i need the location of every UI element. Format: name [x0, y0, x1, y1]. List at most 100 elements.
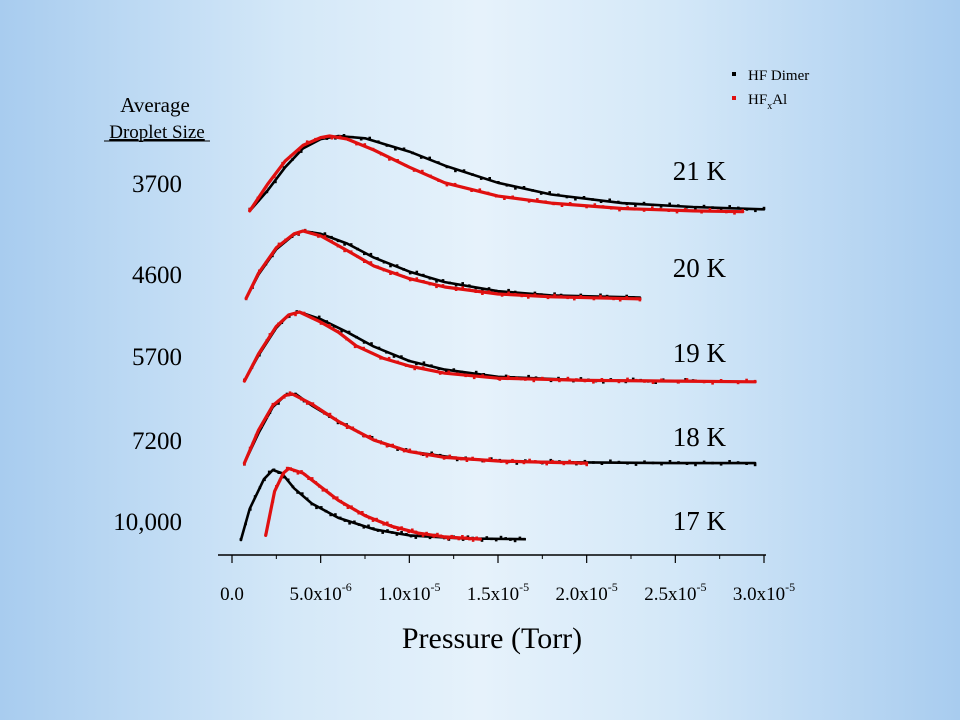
- series-point-hfxal-1: [540, 295, 543, 298]
- series-point-dimer-4: [494, 538, 498, 542]
- series-point-hfxal-3: [545, 462, 548, 466]
- series-point-dimer-4: [296, 491, 299, 494]
- series-point-dimer-3: [685, 462, 689, 465]
- series-point-hfxal-4: [353, 508, 357, 512]
- series-point-hfxal-3: [585, 463, 588, 467]
- series-point-hfxal-4: [400, 526, 403, 529]
- series-point-hfxal-4: [325, 488, 328, 492]
- series-point-dimer-3: [617, 460, 621, 464]
- series-point-hfxal-0: [462, 186, 465, 189]
- series-point-dimer-0: [445, 165, 449, 169]
- series-point-hfxal-3: [271, 402, 275, 406]
- series-point-hfxal-4: [335, 496, 339, 499]
- series-point-dimer-0: [634, 204, 637, 207]
- series-point-dimer-1: [382, 260, 386, 264]
- temperature-label-2: 19 K: [673, 338, 727, 368]
- series-point-hfxal-1: [323, 235, 327, 238]
- series-point-hfxal-0: [733, 212, 736, 215]
- series-point-dimer-2: [385, 351, 388, 354]
- series-point-hfxal-3: [522, 461, 526, 465]
- series-point-hfxal-4: [368, 516, 371, 520]
- series-point-hfxal-0: [651, 206, 654, 209]
- series-point-hfxal-2: [668, 379, 672, 383]
- series-point-hfxal-4: [471, 539, 475, 542]
- series-point-dimer-1: [330, 235, 333, 239]
- series-point-hfxal-0: [716, 209, 720, 212]
- series-point-hfxal-4: [464, 536, 468, 539]
- series-point-hfxal-2: [532, 379, 536, 383]
- series-point-hfxal-1: [625, 296, 628, 299]
- series-point-hfxal-1: [481, 292, 484, 295]
- droplet-size-label-3: 7200: [132, 428, 182, 455]
- series-point-hfxal-4: [403, 528, 407, 532]
- series-point-hfxal-0: [248, 207, 251, 211]
- series-point-dimer-4: [405, 533, 408, 536]
- series-point-dimer-4: [267, 470, 271, 474]
- series-point-hfxal-1: [500, 294, 504, 297]
- series-point-hfxal-4: [289, 467, 292, 470]
- series-point-hfxal-4: [414, 530, 418, 534]
- series-point-dimer-2: [400, 355, 403, 358]
- series-point-dimer-2: [557, 376, 560, 380]
- series-point-hfxal-4: [307, 477, 310, 480]
- series-point-hfxal-1: [277, 242, 281, 246]
- series-point-dimer-4: [362, 526, 366, 529]
- series-point-dimer-0: [557, 193, 560, 197]
- series-line-dimer-2: [243, 310, 695, 383]
- series-point-hfxal-0: [330, 136, 334, 140]
- series-point-hfxal-4: [285, 466, 289, 470]
- series-point-hfxal-3: [283, 396, 286, 399]
- series-point-dimer-4: [272, 468, 276, 472]
- series-point-dimer-0: [265, 190, 269, 194]
- x-axis-label: Pressure (Torr): [402, 622, 582, 655]
- series-point-hfxal-4: [343, 503, 346, 506]
- series-point-dimer-4: [480, 539, 484, 542]
- series-point-dimer-0: [719, 207, 723, 211]
- series-point-dimer-0: [659, 205, 663, 208]
- series-point-dimer-3: [277, 402, 280, 405]
- series-point-dimer-1: [441, 279, 445, 282]
- series-point-dimer-0: [514, 187, 517, 190]
- series-point-hfxal-0: [725, 210, 728, 214]
- series-point-hfxal-2: [677, 381, 680, 384]
- series-point-dimer-0: [402, 147, 406, 151]
- series-point-dimer-4: [395, 533, 399, 536]
- panel-4: 17 K 10,000: [113, 466, 727, 543]
- series-point-hfxal-1: [573, 297, 576, 301]
- legend-marker-hf-dimer: [732, 72, 736, 76]
- series-point-dimer-4: [320, 506, 323, 509]
- series-point-dimer-2: [631, 377, 635, 381]
- droplet-size-label-2: 5700: [132, 344, 182, 371]
- series-point-dimer-1: [363, 252, 366, 256]
- series-point-hfxal-0: [544, 200, 547, 203]
- series-point-hfxal-3: [568, 459, 571, 463]
- series-point-hfxal-3: [300, 398, 303, 401]
- series-point-dimer-0: [325, 137, 329, 140]
- series-point-hfxal-2: [736, 381, 740, 385]
- series-point-hfxal-4: [450, 534, 453, 538]
- series-point-dimer-0: [574, 197, 577, 201]
- series-point-hfxal-2: [277, 322, 280, 326]
- series-point-dimer-3: [711, 461, 714, 465]
- series-point-dimer-1: [356, 247, 359, 251]
- series-point-hfxal-1: [415, 277, 419, 280]
- series-point-dimer-4: [424, 535, 427, 538]
- series-point-dimer-4: [485, 536, 489, 539]
- series-point-dimer-1: [579, 293, 583, 297]
- series-point-hfxal-4: [303, 473, 307, 476]
- series-point-dimer-2: [452, 368, 456, 371]
- series-point-dimer-0: [299, 150, 303, 153]
- series-point-dimer-2: [437, 367, 441, 370]
- series-point-hfxal-1: [454, 288, 458, 291]
- series-point-dimer-4: [253, 495, 257, 498]
- series-point-dimer-0: [488, 177, 491, 180]
- series-point-dimer-4: [357, 523, 361, 526]
- series-point-hfxal-4: [468, 537, 471, 541]
- series-point-dimer-4: [518, 536, 522, 540]
- series-point-hfxal-1: [435, 285, 438, 289]
- series-point-hfxal-2: [753, 379, 757, 383]
- series-point-hfxal-2: [634, 378, 638, 382]
- series-point-dimer-1: [435, 280, 438, 283]
- series-point-hfxal-2: [592, 381, 595, 384]
- series-point-dimer-3: [455, 458, 459, 462]
